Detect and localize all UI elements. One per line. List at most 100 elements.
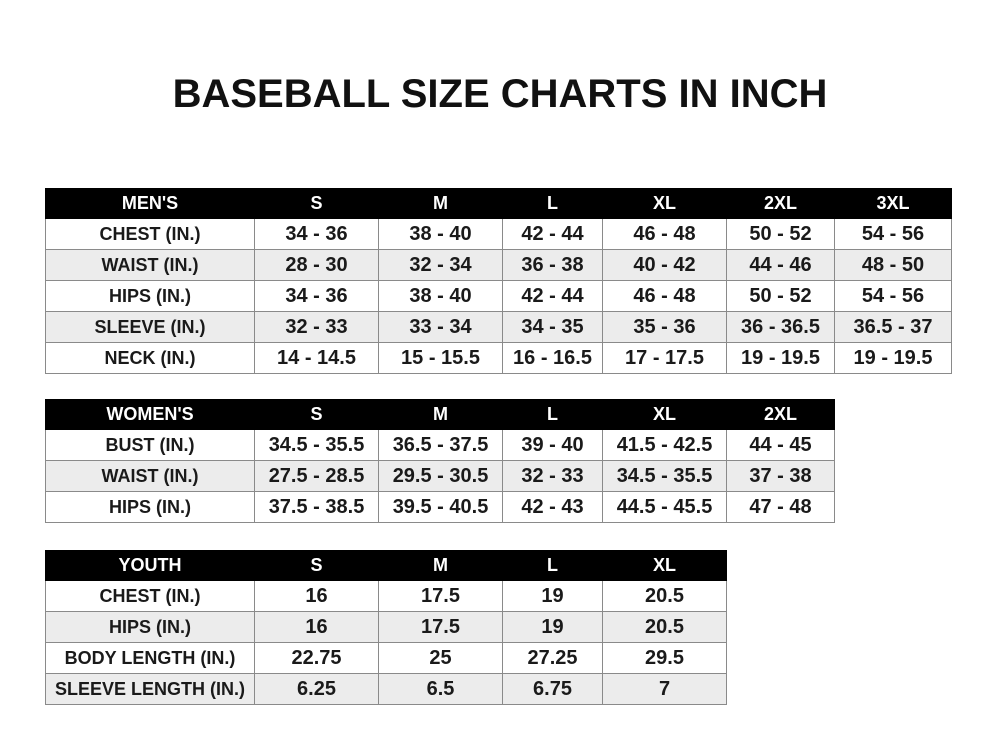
measurement-cell: 36.5 - 37.5: [378, 429, 503, 461]
measurement-label: NECK (IN.): [45, 342, 255, 374]
measurement-cell: 36 - 38: [502, 249, 603, 281]
measurement-cell: 42 - 44: [502, 280, 603, 312]
measurement-label: HIPS (IN.): [45, 280, 255, 312]
measurement-cell: 33 - 34: [378, 311, 503, 343]
measurement-label: HIPS (IN.): [45, 611, 255, 643]
measurement-cell: 46 - 48: [602, 218, 727, 250]
men-size-table: MEN'S S M L XL 2XL 3XL CHEST (IN.) 34 - 36 38 - 4…: [45, 188, 952, 374]
category-header: WOMEN'S: [45, 399, 255, 430]
measurement-cell: 28 - 30: [254, 249, 379, 281]
measurement-cell: 17.5: [378, 611, 503, 643]
measurement-cell: 40 - 42: [602, 249, 727, 281]
table-row: CHEST (IN.) 34 - 36 38 - 40 42 - 44 46 - 48 5…: [45, 218, 952, 250]
measurement-label: WAIST (IN.): [45, 249, 255, 281]
size-header: 3XL: [834, 188, 952, 219]
size-header: L: [502, 550, 603, 581]
measurement-cell: 36.5 - 37: [834, 311, 952, 343]
size-header: 2XL: [726, 188, 835, 219]
table-row: HIPS (IN.) 34 - 36 38 - 40 42 - 44 46 - 48 50…: [45, 280, 952, 312]
measurement-cell: 37.5 - 38.5: [254, 491, 379, 523]
category-header: YOUTH: [45, 550, 255, 581]
category-header: MEN'S: [45, 188, 255, 219]
measurement-cell: 14 - 14.5: [254, 342, 379, 374]
header-row: MEN'S S M L XL 2XL 3XL: [45, 188, 952, 219]
size-header: S: [254, 188, 379, 219]
measurement-cell: 32 - 34: [378, 249, 503, 281]
measurement-cell: 50 - 52: [726, 280, 835, 312]
measurement-label: WAIST (IN.): [45, 460, 255, 492]
table-row: HIPS (IN.) 37.5 - 38.5 39.5 - 40.5 42 - 43 4…: [45, 491, 835, 523]
measurement-label: SLEEVE (IN.): [45, 311, 255, 343]
measurement-cell: 6.75: [502, 673, 603, 705]
size-header: M: [378, 188, 503, 219]
size-header: S: [254, 399, 379, 430]
measurement-cell: 50 - 52: [726, 218, 835, 250]
measurement-cell: 16: [254, 611, 379, 643]
measurement-label: HIPS (IN.): [45, 491, 255, 523]
measurement-cell: 48 - 50: [834, 249, 952, 281]
measurement-cell: 15 - 15.5: [378, 342, 503, 374]
measurement-cell: 22.75: [254, 642, 379, 674]
measurement-label: SLEEVE LENGTH (IN.): [45, 673, 255, 705]
size-header: M: [378, 399, 503, 430]
table-row: SLEEVE (IN.) 32 - 33 33 - 34 34 - 35 35 - 36…: [45, 311, 952, 343]
table-row: BUST (IN.) 34.5 - 35.5 36.5 - 37.5 39 - 40 4…: [45, 429, 835, 461]
measurement-cell: 44 - 45: [726, 429, 835, 461]
measurement-cell: 34 - 35: [502, 311, 603, 343]
women-size-table: WOMEN'S S M L XL 2XL BUST (IN.) 34.5 - 35.5 36.5…: [45, 399, 835, 523]
measurement-label: CHEST (IN.): [45, 580, 255, 612]
measurement-cell: 42 - 43: [502, 491, 603, 523]
measurement-cell: 25: [378, 642, 503, 674]
size-header: XL: [602, 399, 727, 430]
table-row: HIPS (IN.) 16 17.5 19 20.5: [45, 611, 727, 643]
measurement-cell: 17.5: [378, 580, 503, 612]
measurement-cell: 27.25: [502, 642, 603, 674]
header-row: WOMEN'S S M L XL 2XL: [45, 399, 835, 430]
measurement-cell: 20.5: [602, 611, 727, 643]
measurement-cell: 29.5: [602, 642, 727, 674]
measurement-label: BODY LENGTH (IN.): [45, 642, 255, 674]
size-header: S: [254, 550, 379, 581]
measurement-cell: 47 - 48: [726, 491, 835, 523]
measurement-cell: 54 - 56: [834, 280, 952, 312]
size-header: XL: [602, 188, 727, 219]
table-row: CHEST (IN.) 16 17.5 19 20.5: [45, 580, 727, 612]
measurement-cell: 19: [502, 611, 603, 643]
size-header: XL: [602, 550, 727, 581]
table-row: NECK (IN.) 14 - 14.5 15 - 15.5 16 - 16.5 17 …: [45, 342, 952, 374]
table-row: BODY LENGTH (IN.) 22.75 25 27.25 29.5: [45, 642, 727, 674]
measurement-cell: 19: [502, 580, 603, 612]
table-row: WAIST (IN.) 28 - 30 32 - 34 36 - 38 40 - 42 4…: [45, 249, 952, 281]
measurement-cell: 27.5 - 28.5: [254, 460, 379, 492]
measurement-cell: 41.5 - 42.5: [602, 429, 727, 461]
size-header: L: [502, 188, 603, 219]
measurement-cell: 19 - 19.5: [726, 342, 835, 374]
measurement-cell: 42 - 44: [502, 218, 603, 250]
measurement-cell: 38 - 40: [378, 218, 503, 250]
page-title: BASEBALL SIZE CHARTS IN INCH: [172, 72, 828, 116]
measurement-label: CHEST (IN.): [45, 218, 255, 250]
measurement-cell: 54 - 56: [834, 218, 952, 250]
measurement-cell: 29.5 - 30.5: [378, 460, 503, 492]
measurement-cell: 34.5 - 35.5: [602, 460, 727, 492]
measurement-cell: 34 - 36: [254, 218, 379, 250]
measurement-cell: 38 - 40: [378, 280, 503, 312]
table-row: WAIST (IN.) 27.5 - 28.5 29.5 - 30.5 32 - 33…: [45, 460, 835, 492]
measurement-cell: 34.5 - 35.5: [254, 429, 379, 461]
youth-size-table: YOUTH S M L XL CHEST (IN.) 16 17.5 19 20.5 HIPS (I…: [45, 550, 727, 705]
measurement-cell: 32 - 33: [254, 311, 379, 343]
size-header: 2XL: [726, 399, 835, 430]
size-header: M: [378, 550, 503, 581]
measurement-cell: 16: [254, 580, 379, 612]
table-row: SLEEVE LENGTH (IN.) 6.25 6.5 6.75 7: [45, 673, 727, 705]
measurement-cell: 7: [602, 673, 727, 705]
header-row: YOUTH S M L XL: [45, 550, 727, 581]
measurement-cell: 39 - 40: [502, 429, 603, 461]
measurement-cell: 16 - 16.5: [502, 342, 603, 374]
measurement-cell: 6.5: [378, 673, 503, 705]
measurement-cell: 44 - 46: [726, 249, 835, 281]
size-header: L: [502, 399, 603, 430]
measurement-cell: 32 - 33: [502, 460, 603, 492]
measurement-cell: 46 - 48: [602, 280, 727, 312]
measurement-cell: 6.25: [254, 673, 379, 705]
